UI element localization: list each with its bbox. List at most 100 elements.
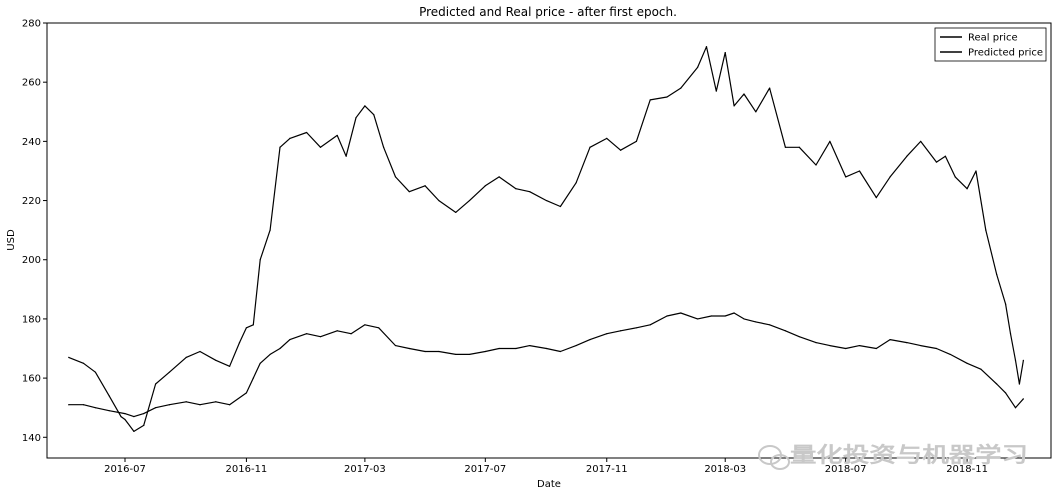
data-point [724, 315, 726, 317]
data-point [245, 327, 248, 329]
data-point [515, 347, 517, 350]
data-point [829, 344, 831, 347]
data-point [666, 315, 668, 317]
data-point [154, 407, 157, 409]
data-point [259, 259, 261, 261]
data-point [1004, 303, 1007, 305]
data-point [545, 199, 548, 202]
data-point [468, 199, 471, 202]
data-point [306, 131, 308, 134]
data-point [133, 430, 135, 432]
data-point [279, 146, 281, 148]
y-tick-label: 200 [22, 255, 41, 266]
data-point [889, 339, 891, 341]
data-point [680, 87, 682, 89]
y-tick-label: 260 [22, 78, 41, 89]
data-point [575, 182, 577, 184]
plot-area [46, 22, 1052, 459]
data-point [229, 365, 231, 367]
data-point [966, 188, 968, 190]
x-axis-label: Date [537, 479, 561, 490]
data-point [143, 424, 145, 427]
data-point [120, 415, 122, 418]
data-point [252, 324, 254, 326]
data-point [185, 401, 187, 403]
data-point [635, 327, 637, 329]
data-point [94, 371, 96, 373]
data-point [935, 161, 938, 163]
data-point [724, 51, 726, 54]
legend-box [934, 27, 1047, 62]
data-point [906, 155, 908, 157]
data-point [920, 140, 922, 142]
watermark: 量化投资与机器学习 [758, 443, 1028, 470]
data-point [575, 344, 577, 347]
data-point [996, 383, 998, 385]
data-point [1004, 392, 1007, 394]
data-point [289, 137, 291, 140]
data-point [289, 339, 291, 341]
data-point [168, 371, 171, 373]
data-point [438, 350, 440, 353]
data-point [1022, 398, 1024, 400]
data-point [94, 407, 96, 409]
data-point [269, 353, 271, 356]
legend-label: Real price [968, 33, 1018, 44]
data-point [438, 199, 440, 202]
y-axis: 140 160 180 200 220 240 260 280 [22, 19, 47, 444]
chart-title: Predicted and Real price - after first e… [419, 5, 677, 19]
data-point [394, 176, 397, 178]
data-point [784, 330, 787, 332]
y-tick-label: 220 [22, 196, 41, 207]
data-point [1018, 383, 1021, 385]
data-point [680, 312, 682, 314]
x-tick-label: 2018-11 [946, 464, 988, 475]
data-point [829, 140, 831, 142]
data-point [1022, 359, 1024, 361]
series-line-predicted-price [68, 312, 1024, 418]
data-point [815, 341, 817, 344]
data-point [68, 356, 70, 358]
data-point [383, 146, 385, 148]
data-point [980, 368, 982, 370]
data-point [455, 211, 457, 213]
data-point [755, 321, 757, 323]
data-point [515, 188, 517, 190]
data-point [350, 333, 352, 335]
data-point [269, 229, 271, 231]
data-point [858, 170, 861, 172]
x-tick-label: 2018-03 [704, 464, 746, 475]
data-point [455, 353, 457, 356]
y-tick-label: 140 [22, 433, 41, 444]
data-point [996, 273, 998, 276]
data-point [364, 324, 366, 326]
data-point [143, 413, 145, 415]
data-point [252, 377, 254, 379]
data-point [559, 205, 561, 208]
data-point [606, 333, 608, 335]
data-point [124, 418, 126, 421]
data-point [733, 105, 735, 107]
data-point [975, 170, 977, 172]
data-point [424, 350, 426, 353]
data-point [378, 327, 380, 329]
wechat-icon [758, 445, 790, 470]
x-tick-label: 2016-07 [104, 464, 146, 475]
data-point [784, 146, 787, 148]
x-axis: 2016-07 2016-11 2017-03 2017-07 2017-11 2018-… [104, 458, 988, 475]
data-point [559, 350, 561, 353]
data-point [906, 341, 908, 344]
data-point [364, 105, 366, 107]
data-point [168, 404, 171, 406]
data-point [154, 383, 157, 385]
data-point [815, 164, 817, 166]
data-point [875, 196, 877, 199]
x-tick-label: 2018-07 [825, 464, 867, 475]
data-point [215, 359, 217, 361]
data-point [606, 137, 608, 140]
series-line-real-price [68, 46, 1024, 432]
data-point [649, 99, 651, 101]
data-point [733, 312, 735, 314]
data-point [769, 87, 771, 89]
data-point [944, 155, 946, 157]
